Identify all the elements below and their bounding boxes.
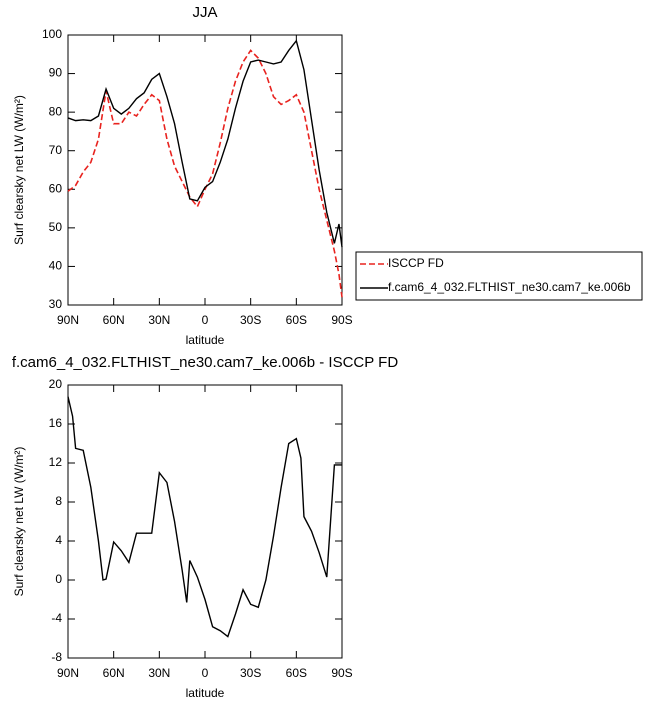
y-tick-label: 70	[49, 143, 63, 157]
x-tick-label: 0	[202, 313, 209, 327]
x-axis-label: latitude	[186, 686, 225, 700]
x-tick-label: 30N	[148, 313, 170, 327]
y-tick-label: 100	[42, 27, 62, 41]
chart-title: JJA	[192, 4, 217, 21]
y-tick-label: 0	[55, 572, 62, 586]
x-tick-label: 30N	[148, 666, 170, 680]
x-tick-label: 60S	[286, 313, 307, 327]
x-tick-label: 90S	[331, 313, 352, 327]
x-axis-label: latitude	[186, 333, 225, 347]
plot-frame	[67, 34, 343, 306]
y-tick-label: 30	[49, 297, 63, 311]
legend-box	[355, 251, 643, 301]
y-axis-label: Surf clearsky net LW (W/m²)	[12, 447, 26, 597]
y-tick-label: 12	[49, 455, 63, 469]
x-tick-label: 60N	[103, 666, 125, 680]
chart-title: f.cam6_4_032.FLTHIST_ne30.cam7_ke.006b -…	[12, 354, 398, 371]
plot-frame	[67, 384, 343, 659]
y-tick-label: 8	[55, 494, 62, 508]
y-tick-label: 40	[49, 259, 63, 273]
y-tick-label: -8	[51, 650, 62, 664]
x-tick-label: 60N	[103, 313, 125, 327]
legend-label: ISCCP FD	[388, 256, 444, 270]
x-tick-label: 90S	[331, 666, 352, 680]
y-tick-label: 4	[55, 533, 62, 547]
data-line	[67, 396, 342, 638]
x-tick-label: 60S	[286, 666, 307, 680]
y-tick-label: 90	[49, 66, 63, 80]
data-line	[67, 39, 343, 248]
x-tick-label: 0	[202, 666, 209, 680]
y-tick-label: 80	[49, 104, 63, 118]
y-tick-label: 20	[49, 377, 63, 391]
y-axis-label: Surf clearsky net LW (W/m²)	[12, 95, 26, 245]
x-tick-label: 30S	[240, 666, 261, 680]
x-tick-label: 30S	[240, 313, 261, 327]
y-tick-label: 50	[49, 220, 63, 234]
y-tick-label: 60	[49, 181, 63, 195]
y-tick-label: -4	[51, 611, 62, 625]
y-tick-label: 16	[49, 416, 63, 430]
data-line	[67, 49, 343, 298]
legend-label: f.cam6_4_032.FLTHIST_ne30.cam7_ke.006b	[388, 280, 631, 294]
x-tick-label: 90N	[57, 666, 79, 680]
x-tick-label: 90N	[57, 313, 79, 327]
